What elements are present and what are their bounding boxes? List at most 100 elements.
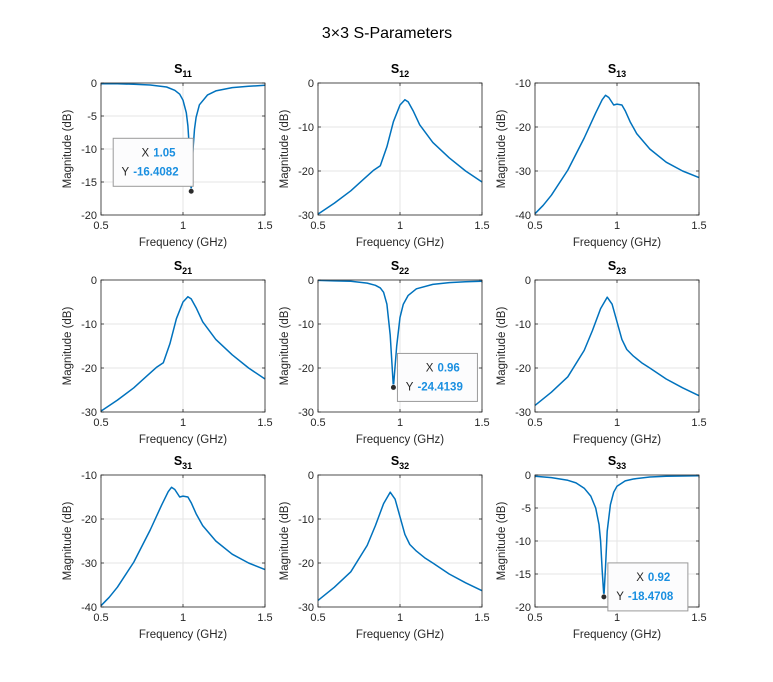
x-tick-label: 1.5 [474,220,489,232]
y-axis-label: Magnitude (dB) [62,307,74,386]
data-tip-y-label: Y [406,381,414,393]
data-tip-x-value: 0.96 [437,362,459,374]
y-tick-label: -20 [298,166,314,178]
x-tick-label: 1 [614,612,620,624]
subplot-title: S11 [174,62,192,79]
x-tick-label: 1.5 [691,612,706,624]
x-tick-label: 0.5 [93,612,108,624]
y-tick-label: -5 [87,111,97,123]
subplot-title: S33 [608,454,626,471]
data-tip-y-value: -24.4139 [417,381,462,393]
x-tick-label: 0.5 [310,612,325,624]
y-tick-label: -30 [515,407,531,419]
x-tick-label: 0.5 [527,612,542,624]
data-tip-marker [188,188,195,195]
subplot-s11: 0.5 1 1.5 0 -5 -10 -15 -20 Frequency (GHz) Magnit… [62,62,273,249]
subplot-s22: 0.5 1 1.5 0 -10 -20 -30 Frequency (GHz) Magnitud… [279,259,490,446]
y-tick-label: -10 [515,78,531,90]
data-tip-box [112,137,194,187]
y-tick-label: -20 [515,602,531,614]
y-tick-label: -5 [521,503,531,515]
data-tip-y-value: -16.4082 [133,166,178,178]
data-tip-x-value: 1.05 [153,147,176,159]
y-axis-label: Magnitude (dB) [62,110,74,189]
y-tick-label: -20 [515,122,531,134]
x-tick-label: 1.5 [257,612,272,624]
x-axis-label: Frequency (GHz) [573,629,661,641]
x-tick-label: 1.5 [257,220,272,232]
x-tick-label: 1 [397,220,403,232]
y-tick-label: -40 [81,602,97,614]
data-tip-x-label: X [142,147,150,159]
subplot-title: S22 [391,259,409,276]
y-tick-label: -10 [81,319,97,331]
data-line-s13 [534,94,700,215]
x-axis-label: Frequency (GHz) [356,434,444,446]
x-tick-label: 0.5 [93,220,108,232]
x-axis-label: Frequency (GHz) [139,237,227,249]
subplot-s12: 0.5 1 1.5 0 -10 -20 -30 Frequency (GHz) Magnitud… [279,62,490,249]
subplot-title: S13 [608,62,626,79]
data-tip-marker [600,593,607,601]
subplot-title: S31 [174,454,192,471]
y-axis-label: Magnitude (dB) [496,110,508,189]
x-axis-label: Frequency (GHz) [139,434,227,446]
data-tip-s33: X 0.92 Y -18.4708 [600,562,689,612]
y-tick-label: -30 [298,407,314,419]
y-tick-label: -20 [81,210,97,222]
x-tick-label: 0.5 [527,220,542,232]
y-tick-label: -10 [81,144,97,156]
subplot-title: S12 [391,62,409,79]
y-tick-label: -10 [81,470,97,482]
y-tick-label: -20 [515,363,531,375]
x-tick-label: 0.5 [93,417,108,429]
data-tip-s22: X 0.96 Y -24.4139 [390,352,478,402]
y-tick-label: -20 [298,558,314,570]
y-axis-label: Magnitude (dB) [496,307,508,386]
data-line-s21 [100,295,266,412]
x-tick-label: 1 [180,417,186,429]
x-tick-label: 1 [614,220,620,232]
y-tick-label: 0 [91,275,97,287]
subplot-s23: 0.5 1 1.5 0 -10 -20 -30 Frequency (GHz) Magnitud… [496,259,707,446]
y-tick-label: -10 [515,319,531,331]
subplot-s21: 0.5 1 1.5 0 -10 -20 -30 Frequency (GHz) Magnitud… [62,259,273,446]
x-tick-label: 1.5 [257,417,272,429]
x-tick-label: 1.5 [691,220,706,232]
subplot-title: S23 [608,259,626,276]
subplot-s33: 0.5 1 1.5 0 -5 -10 -15 -20 Frequency (GHz) Magnit… [496,454,707,641]
data-tip-y-label: Y [616,591,624,603]
x-tick-label: 0.5 [527,417,542,429]
data-tip-x-value: 0.92 [648,572,670,584]
y-axis-label: Magnitude (dB) [279,502,291,581]
subplot-s31: 0.5 1 1.5 -10 -20 -30 -40 Frequency (GHz) Magnit… [62,454,273,641]
x-tick-label: 1 [180,612,186,624]
y-tick-label: -30 [81,407,97,419]
y-tick-label: 0 [525,470,531,482]
y-tick-label: -20 [81,514,97,526]
y-axis-label: Magnitude (dB) [62,502,74,581]
y-tick-label: -15 [81,177,97,189]
y-tick-label: -30 [298,210,314,222]
subplot-title: S21 [174,259,192,276]
data-tip-y-label: Y [122,166,130,178]
x-axis-label: Frequency (GHz) [356,629,444,641]
y-tick-label: -30 [298,602,314,614]
data-tip-marker [390,384,397,391]
y-axis-label: Magnitude (dB) [279,110,291,189]
y-tick-label: -15 [515,569,531,581]
x-tick-label: 1 [397,417,403,429]
data-line-s31 [100,486,266,607]
subplot-s13: 0.5 1 1.5 -10 -20 -30 -40 Frequency (GHz) Magnit… [496,62,707,249]
data-tip-box [396,352,478,402]
y-tick-label: -20 [298,363,314,375]
y-tick-label: -30 [515,166,531,178]
x-tick-label: 1 [180,220,186,232]
subplot-s32: 0.5 1 1.5 0 -10 -20 -30 Frequency (GHz) Magnitud… [279,454,490,641]
data-tip-y-value: -18.4708 [628,591,674,603]
y-tick-label: -40 [515,210,531,222]
y-tick-label: -30 [81,558,97,570]
y-tick-label: 0 [308,78,314,90]
y-axis-label: Magnitude (dB) [279,307,291,386]
